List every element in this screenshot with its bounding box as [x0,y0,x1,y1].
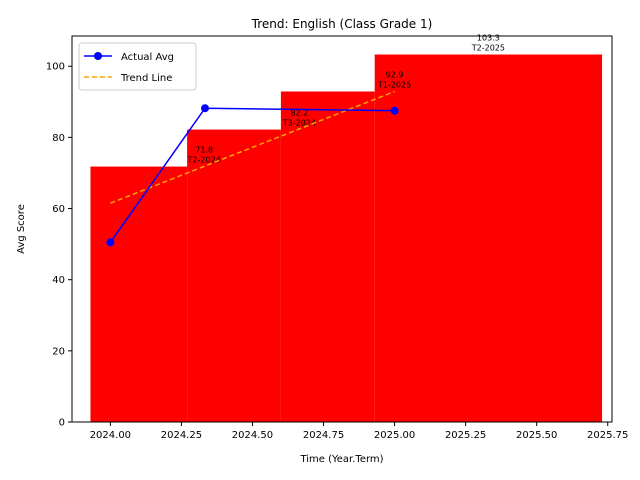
y-tick-label-4: 80 [52,133,65,144]
legend-actual-avg-marker [94,52,102,60]
x-axis: 2024.00 2024.25 2024.50 2024.75 2025.00 2025.… [90,422,628,441]
x-tick-label-6: 2025.50 [516,430,557,441]
y-tick-label-5: 100 [46,62,65,73]
legend-trend-line-label: Trend Line [120,73,172,84]
bar-3 [374,54,603,422]
x-tick-label-0: 2024.00 [90,430,131,441]
x-tick-label-4: 2025.00 [374,430,415,441]
bar-term-label-0: T2-2024 [187,156,221,165]
y-tick-label-0: 0 [59,418,65,429]
plot-frame [71,35,613,423]
chart-title: Trend: English (Class Grade 1) [251,17,433,31]
bar-1 [187,129,281,422]
x-tick-label-1: 2024.25 [161,430,202,441]
x-tick-label-2: 2024.50 [232,430,273,441]
legend: Actual Avg Trend Line [78,42,197,91]
bar-0 [90,166,188,422]
actual-avg-point-1 [201,104,210,113]
bar-value-label-1: 82.2 [290,109,308,118]
y-axis: 0 20 40 60 80 100 [46,62,72,429]
bar-value-label-0: 71.8 [195,146,213,155]
legend-box [78,42,197,91]
x-tick-label-3: 2024.75 [303,430,344,441]
bar-term-label-1: T3-2024 [282,119,316,128]
bar-term-label-3: T2-2025 [471,43,505,52]
plot-area: 71.8T2-2024 82.2T3-2024 92.9T1-2025 103.3T2… [90,33,603,422]
bar-term-label-2: T1-2025 [377,80,411,89]
y-tick-label-1: 20 [52,346,65,357]
actual-avg-point-2 [390,106,399,115]
legend-actual-avg-label: Actual Avg [121,52,174,63]
bar-value-label-2: 92.9 [386,70,404,79]
bar-value-label-3: 103.3 [477,33,500,42]
trend-line [110,90,395,204]
x-tick-label-5: 2025.25 [445,430,486,441]
x-axis-label: Time (Year.Term) [299,454,383,465]
bar-2 [280,91,375,422]
y-axis-label: Avg Score [16,204,27,254]
actual-avg-point-0 [106,238,115,247]
y-tick-label-3: 60 [52,204,65,215]
x-tick-label-7: 2025.75 [587,430,628,441]
y-tick-label-2: 40 [52,275,65,286]
